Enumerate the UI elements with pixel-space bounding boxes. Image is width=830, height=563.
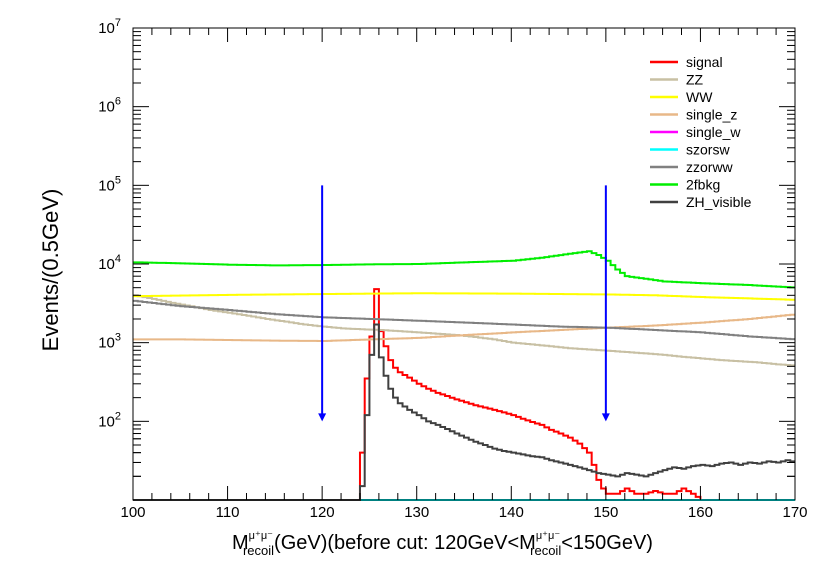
x-axis-title: Mμ⁺μ⁻ recoil(GeV)(before cut: 120GeV<Mμ⁺μ… xyxy=(232,530,653,558)
legend-label: WW xyxy=(686,89,713,105)
series-line-ZH_visible xyxy=(133,323,795,501)
y-tick-label: 107 xyxy=(98,17,121,37)
y-tick-label: 104 xyxy=(98,253,121,273)
axes: 100 110 120 130 140 150 160 170 102 103 104 105 106 1… xyxy=(98,17,807,521)
y-tick-label: 102 xyxy=(98,410,121,430)
cut-arrow-head xyxy=(601,413,610,422)
legend-label: 2fbkg xyxy=(686,177,720,193)
cut-arrow-head xyxy=(318,413,327,422)
y-axis-title: Events/(0.5GeV) xyxy=(38,189,63,352)
series-layer xyxy=(133,250,795,501)
legend-label: single_z xyxy=(686,107,737,123)
legend-label: szorsw xyxy=(686,142,730,158)
series-line-signal xyxy=(133,288,795,501)
series-line-zzorww xyxy=(133,299,795,341)
series-line-single_z xyxy=(133,313,795,342)
x-tick-label: 160 xyxy=(688,504,713,521)
y-tick-label: 103 xyxy=(98,332,121,352)
x-tick-label: 150 xyxy=(593,504,618,521)
legend-label: ZZ xyxy=(686,72,704,88)
cut-arrows xyxy=(318,185,610,422)
legend-label: single_w xyxy=(686,124,741,140)
x-tick-label: 120 xyxy=(310,504,335,521)
legend-label: zzorww xyxy=(686,159,734,175)
x-tick-label: 130 xyxy=(404,504,429,521)
y-tick-label: 105 xyxy=(98,174,121,194)
series-line-2fbkg xyxy=(133,250,795,289)
series-line-ZZ xyxy=(133,294,795,367)
legend-label: ZH_visible xyxy=(686,194,752,210)
x-tick-label: 140 xyxy=(499,504,524,521)
x-tick-label: 110 xyxy=(216,504,240,521)
series-line-WW xyxy=(133,292,795,301)
x-tick-label: 100 xyxy=(120,504,145,521)
x-tick-label: 170 xyxy=(782,504,807,521)
legend-label: signal xyxy=(686,54,723,70)
y-tick-label: 106 xyxy=(98,96,121,116)
